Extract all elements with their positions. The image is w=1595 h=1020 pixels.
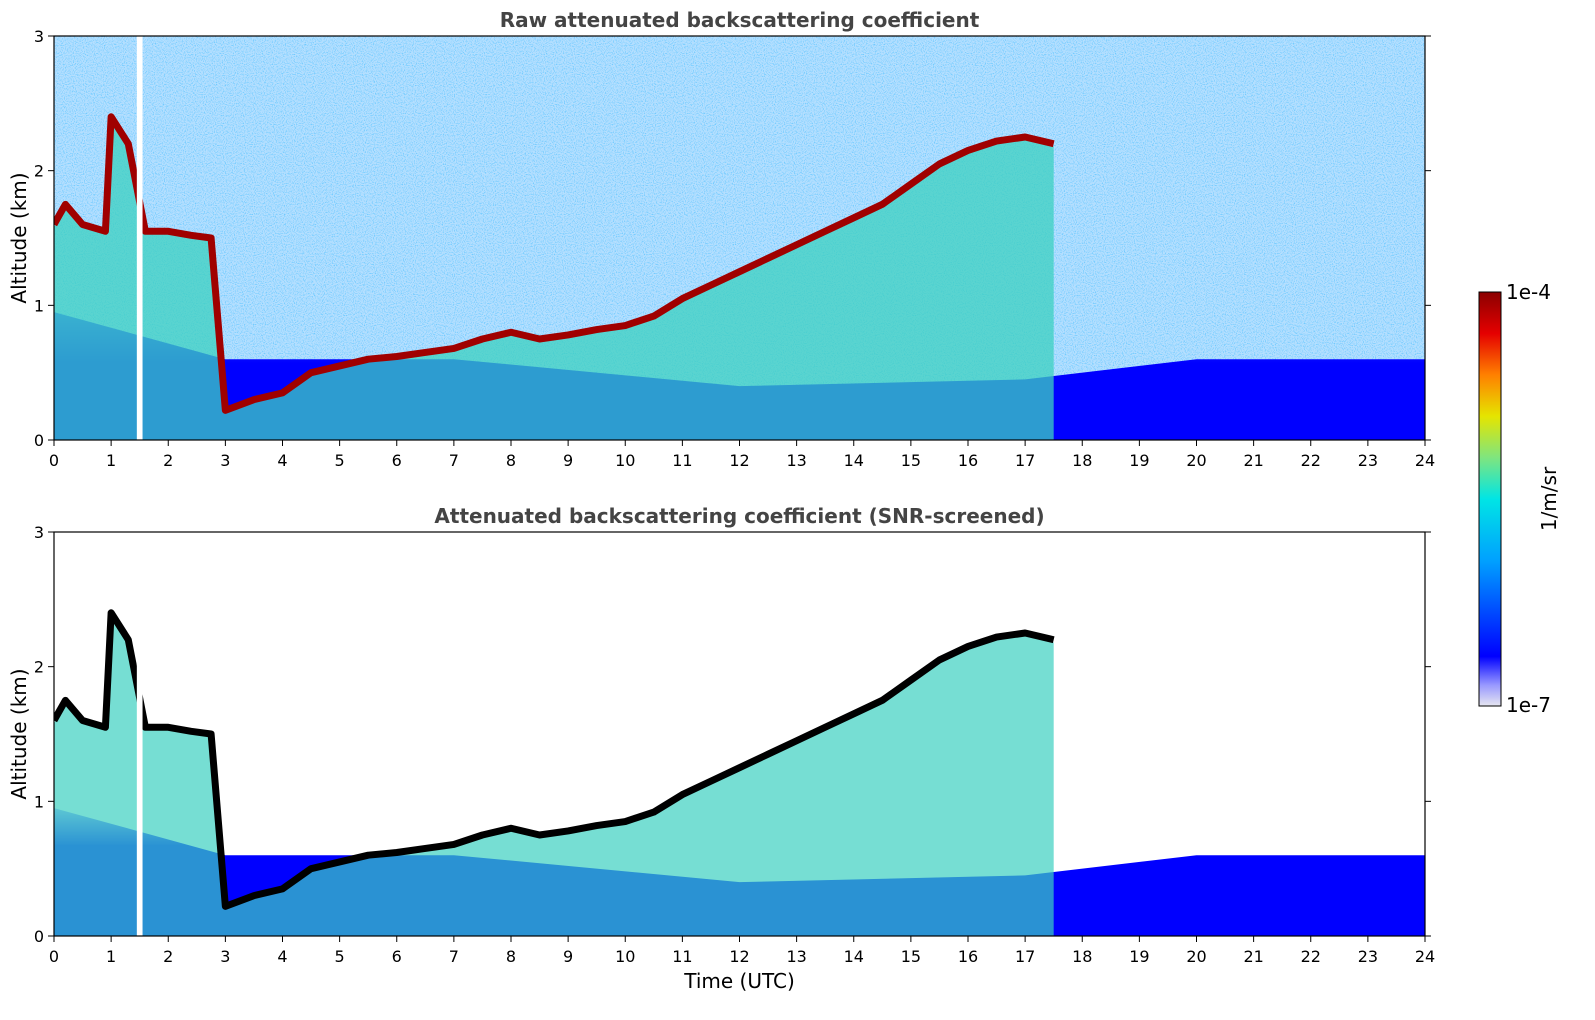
colorbar-unit-label: 1/m/sr (1537, 466, 1561, 531)
bottom-x-tick-label: 0 (49, 947, 59, 966)
bottom-x-tick-label: 2 (163, 947, 173, 966)
top-x-tick-label: 2 (163, 451, 173, 470)
raw-heatmap-area (54, 36, 1425, 440)
bottom-x-tick-label: 14 (844, 947, 864, 966)
top-x-tick-label: 22 (1301, 451, 1321, 470)
top-x-tick-label: 11 (672, 451, 692, 470)
top-y-tick-label: 1 (34, 296, 44, 315)
top-x-tick-label: 9 (563, 451, 573, 470)
bottom-y-axis-label: Altitude (km) (7, 668, 31, 799)
bottom-y-tick-label: 1 (34, 792, 44, 811)
top-y-tick-label: 2 (34, 162, 44, 181)
top-x-tick-label: 3 (220, 451, 230, 470)
top-x-tick-label: 4 (277, 451, 287, 470)
bottom-x-tick-label: 7 (449, 947, 459, 966)
raw-cloud-base-line (54, 113, 1055, 414)
top-panel-title: Raw attenuated backscattering coefficien… (500, 8, 980, 32)
top-x-tick-label: 23 (1358, 451, 1378, 470)
bottom-x-tick-label: 1 (106, 947, 116, 966)
bottom-x-tick-label: 3 (220, 947, 230, 966)
colorbar: 1e-4 1e-7 1/m/sr (1478, 280, 1561, 717)
top-x-tick-label: 24 (1415, 451, 1435, 470)
bottom-x-tick-label: 13 (786, 947, 806, 966)
x-axis-label: Time (UTC) (683, 969, 795, 993)
bottom-x-tick-label: 11 (672, 947, 692, 966)
colorbar-max-label: 1e-4 (1506, 280, 1551, 304)
top-x-tick-label: 8 (506, 451, 516, 470)
bottom-x-ticks: 0 1 2 3 4 5 6 7 8 9 10 11 12 13 14 15 16 17 18 19 20 21 22 23 24 (49, 936, 1435, 966)
top-x-tick-label: 21 (1243, 451, 1263, 470)
top-y-ticks: 0 1 2 3 (34, 27, 1431, 450)
bottom-x-tick-label: 19 (1129, 947, 1149, 966)
raw-cloud-column (54, 119, 1054, 440)
colorbar-min-label: 1e-7 (1506, 693, 1551, 717)
bottom-x-tick-label: 17 (1015, 947, 1035, 966)
bottom-x-tick-label: 9 (563, 947, 573, 966)
colorbar-gradient (1478, 291, 1502, 707)
top-x-tick-label: 13 (786, 451, 806, 470)
top-x-tick-label: 6 (392, 451, 402, 470)
top-y-tick-label: 0 (34, 431, 44, 450)
screened-data-gap (136, 532, 143, 936)
top-x-tick-label: 14 (844, 451, 864, 470)
top-x-tick-label: 10 (615, 451, 635, 470)
top-x-tick-label: 7 (449, 451, 459, 470)
top-y-tick-label: 3 (34, 27, 44, 46)
bottom-x-tick-label: 24 (1415, 947, 1435, 966)
top-x-tick-label: 0 (49, 451, 59, 470)
bottom-x-tick-label: 6 (392, 947, 402, 966)
screened-backscatter-panel: Attenuated backscattering coefficient (S… (7, 504, 1435, 993)
bottom-y-tick-label: 0 (34, 927, 44, 946)
top-x-tick-label: 5 (335, 451, 345, 470)
bottom-x-tick-label: 12 (729, 947, 749, 966)
bottom-y-tick-label: 2 (34, 658, 44, 677)
bottom-x-tick-label: 8 (506, 947, 516, 966)
top-x-tick-label: 19 (1129, 451, 1149, 470)
top-x-tick-label: 15 (901, 451, 921, 470)
top-y-axis-label: Altitude (km) (7, 172, 31, 303)
top-x-tick-label: 18 (1072, 451, 1092, 470)
bottom-x-tick-label: 4 (277, 947, 287, 966)
bottom-x-tick-label: 23 (1358, 947, 1378, 966)
top-x-tick-label: 17 (1015, 451, 1035, 470)
bottom-y-ticks: 0 1 2 3 (34, 523, 1431, 946)
screened-cloud-column (54, 615, 1054, 936)
top-x-tick-label: 12 (729, 451, 749, 470)
top-x-tick-label: 16 (958, 451, 978, 470)
bottom-x-tick-label: 15 (901, 947, 921, 966)
screened-heatmap-area (54, 532, 1425, 936)
bottom-x-tick-label: 5 (335, 947, 345, 966)
bottom-x-tick-label: 22 (1301, 947, 1321, 966)
top-x-tick-label: 20 (1186, 451, 1206, 470)
bottom-x-tick-label: 21 (1243, 947, 1263, 966)
screened-cloud-base-line (54, 609, 1055, 910)
bottom-panel-title: Attenuated backscattering coefficient (S… (434, 504, 1044, 528)
top-x-ticks: 0 1 2 3 4 5 6 7 8 9 10 11 12 13 14 15 16 17 18 19 20 21 22 23 24 (49, 440, 1435, 470)
bottom-y-tick-label: 3 (34, 523, 44, 542)
raw-backscatter-panel: Raw attenuated backscattering coefficien… (7, 8, 1435, 470)
raw-data-gap (136, 36, 143, 440)
bottom-x-tick-label: 16 (958, 947, 978, 966)
bottom-x-tick-label: 10 (615, 947, 635, 966)
top-x-tick-label: 1 (106, 451, 116, 470)
bottom-x-tick-label: 18 (1072, 947, 1092, 966)
bottom-x-tick-label: 20 (1186, 947, 1206, 966)
